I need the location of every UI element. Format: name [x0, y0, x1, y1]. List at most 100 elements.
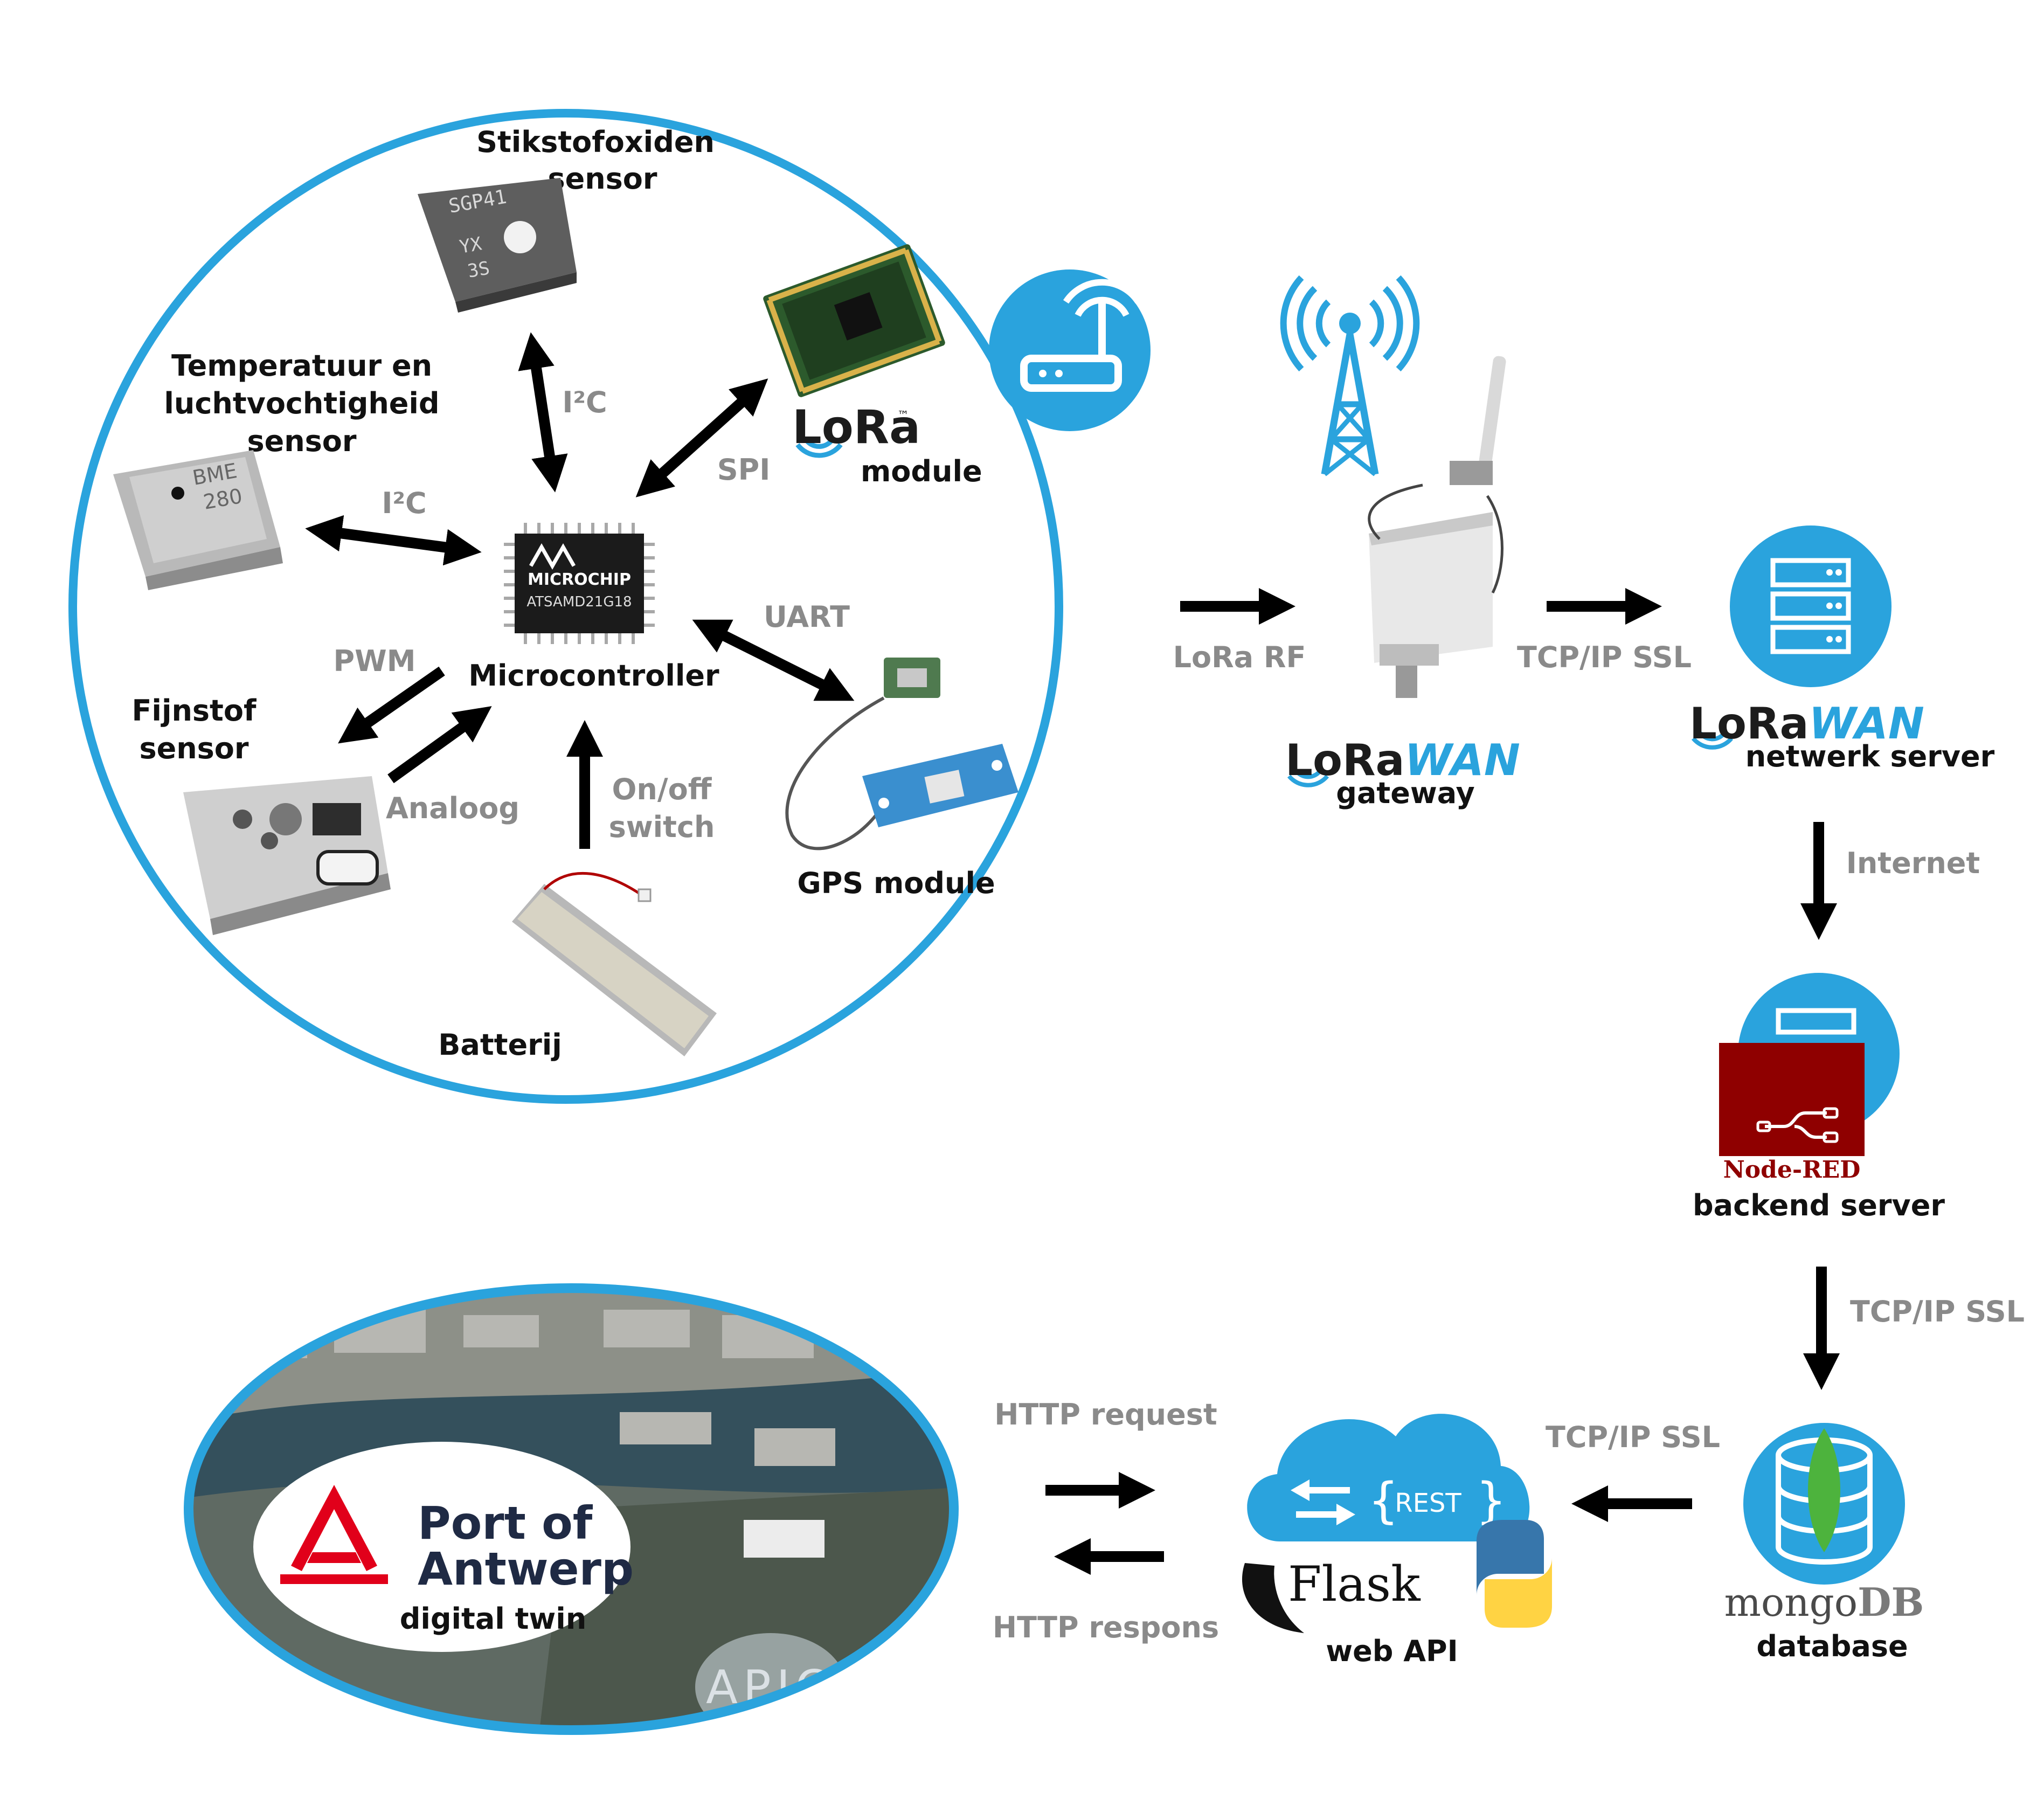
svg-text:HTTP respons: HTTP respons	[993, 1610, 1219, 1644]
nox-sensor: Stikstofoxiden sensor SGP41 YX 3S	[418, 125, 715, 313]
pm-sensor-image	[183, 776, 391, 935]
mongodb-brand: mongoDB	[1724, 1579, 1924, 1625]
svg-text:I²C: I²C	[382, 486, 426, 520]
svg-text:SPI: SPI	[717, 453, 771, 487]
temp-sensor-label-1: Temperatuur en	[171, 349, 432, 383]
svg-text:Analoog: Analoog	[386, 791, 519, 825]
svg-text:LoRa RF: LoRa RF	[1173, 640, 1306, 674]
rest-label: REST	[1395, 1488, 1461, 1518]
svg-text:I²C: I²C	[562, 385, 607, 419]
link-spi: SPI	[635, 378, 771, 497]
database: mongoDB database	[1724, 1423, 1924, 1663]
svg-text:3S: 3S	[466, 257, 491, 282]
battery: Batterij	[438, 872, 717, 1062]
link-internet: Internet	[1800, 822, 1980, 941]
link-uart: UART	[692, 600, 855, 701]
flask-horn-icon	[1242, 1563, 1304, 1633]
digital-twin-label: digital twin	[400, 1602, 587, 1636]
mongodb-leaf-icon	[1808, 1428, 1840, 1552]
svg-text:UART: UART	[764, 600, 850, 634]
link-tcp-db-api: TCP/IP SSL	[1546, 1420, 1720, 1523]
twin-boundary	[184, 1283, 959, 1735]
svg-text:switch: switch	[609, 810, 715, 844]
lorawan-wave-icon	[1287, 769, 1329, 787]
lorawan-logo-gateway: LoRaWAN	[1285, 735, 1520, 785]
lora-trademark: ™	[897, 409, 909, 423]
svg-text:YX: YX	[458, 233, 484, 258]
link-lora-rf: LoRa RF	[1173, 587, 1306, 674]
gateway-hardware-image	[1368, 356, 1506, 698]
gps-module-image	[785, 658, 1018, 850]
web-api: { } REST Flask web API	[1242, 1414, 1552, 1668]
battery-label: Batterij	[438, 1028, 562, 1062]
lora-radio-board-image	[763, 244, 945, 397]
pm-sensor-label-1: Fijnstof	[132, 694, 257, 728]
port-brand-line2: Antwerp	[418, 1543, 634, 1595]
svg-text:ATSAMD21G18: ATSAMD21G18	[526, 594, 632, 610]
link-onoff-switch: On/off switch	[566, 720, 715, 849]
gps-module: GPS module	[785, 658, 1018, 900]
temp-sensor-label-3: sensor	[247, 424, 356, 458]
gps-module-label: GPS module	[797, 866, 995, 900]
lorawan-gateway: LoRaWAN gateway	[1280, 275, 1520, 810]
web-api-label: web API	[1326, 1634, 1458, 1668]
radio-tower-icon	[1280, 275, 1420, 476]
svg-text:PWM: PWM	[334, 644, 416, 678]
svg-text:TCP/IP SSL: TCP/IP SSL	[1546, 1420, 1720, 1454]
link-http-response: HTTP respons	[993, 1538, 1219, 1644]
lorawan-wave-icon	[1691, 731, 1734, 750]
link-tcp-gateway-server: TCP/IP SSL	[1517, 587, 1692, 674]
svg-text:{: {	[1369, 1472, 1398, 1529]
svg-text:Internet: Internet	[1846, 846, 1980, 880]
rest-cloud-icon: { } REST	[1247, 1414, 1530, 1541]
gateway-label: gateway	[1336, 776, 1474, 810]
digital-twin: APICA Port of Antwerp digital twin	[184, 1283, 959, 1735]
flask-brand: Flask	[1288, 1556, 1421, 1613]
link-http-request: HTTP request	[994, 1398, 1217, 1509]
link-pwm: PWM	[334, 644, 445, 744]
microchip-logo-icon	[529, 543, 576, 570]
sgp41-chip-image: SGP41 YX 3S	[418, 178, 577, 313]
lora-wave-icon	[795, 438, 843, 458]
lorawan-network-server: LoRaWAN netwerk server	[1689, 525, 1995, 773]
svg-text:MICROCHIP: MICROCHIP	[528, 570, 631, 589]
bme280-chip-image: BME 280	[113, 450, 283, 590]
lorawan-logo-server: LoRaWAN	[1689, 699, 1924, 749]
lora-logo: LoRa	[792, 400, 920, 454]
temp-sensor-label-2: luchtvochtigheid	[164, 386, 439, 420]
svg-text:HTTP request: HTTP request	[994, 1398, 1217, 1432]
node-red-logo-icon	[1719, 1043, 1865, 1156]
svg-text:}: }	[1477, 1472, 1506, 1529]
svg-text:TCP/IP SSL: TCP/IP SSL	[1517, 640, 1692, 674]
port-brand-line1: Port of	[418, 1497, 593, 1550]
link-i2c-left: I²C	[305, 486, 482, 566]
microcontroller-label: Microcontroller	[468, 659, 719, 693]
nox-sensor-label-2: sensor	[548, 162, 657, 196]
battery-image	[512, 872, 717, 1056]
nox-sensor-label-1: Stikstofoxiden	[476, 125, 715, 159]
database-label: database	[1756, 1629, 1908, 1663]
node-red-brand: Node-RED	[1723, 1156, 1861, 1184]
server-icon	[1730, 525, 1891, 687]
pm-sensor-label-2: sensor	[139, 731, 248, 765]
port-of-antwerp-logo-icon	[280, 1485, 388, 1584]
link-i2c-top: I²C	[518, 332, 607, 493]
svg-text:TCP/IP SSL: TCP/IP SSL	[1850, 1295, 2025, 1329]
python-logo-icon	[1477, 1520, 1552, 1628]
microcontroller: MICROCHIP ATSAMD21G18 Microcontroller	[468, 523, 719, 693]
network-server-label: netwerk server	[1745, 739, 1995, 773]
microcontroller-chip-image: MICROCHIP ATSAMD21G18	[504, 523, 655, 644]
sensor-device: Stikstofoxiden sensor SGP41 YX 3S	[68, 109, 1151, 1104]
link-analog: Analoog	[386, 706, 519, 825]
port-of-antwerp-badge	[253, 1442, 630, 1652]
backend-server-label: backend server	[1693, 1188, 1945, 1222]
database-icon	[1743, 1423, 1905, 1585]
wireless-router-icon	[989, 269, 1151, 431]
link-tcp-backend-db: TCP/IP SSL	[1803, 1267, 2025, 1391]
lora-module: LoRa ™ module	[763, 244, 982, 488]
svg-text:On/off: On/off	[612, 772, 712, 806]
particulate-matter-sensor: Fijnstof sensor	[132, 694, 391, 935]
temperature-humidity-sensor: Temperatuur en luchtvochtigheid sensor B…	[113, 349, 440, 590]
lora-module-label: module	[861, 454, 982, 488]
